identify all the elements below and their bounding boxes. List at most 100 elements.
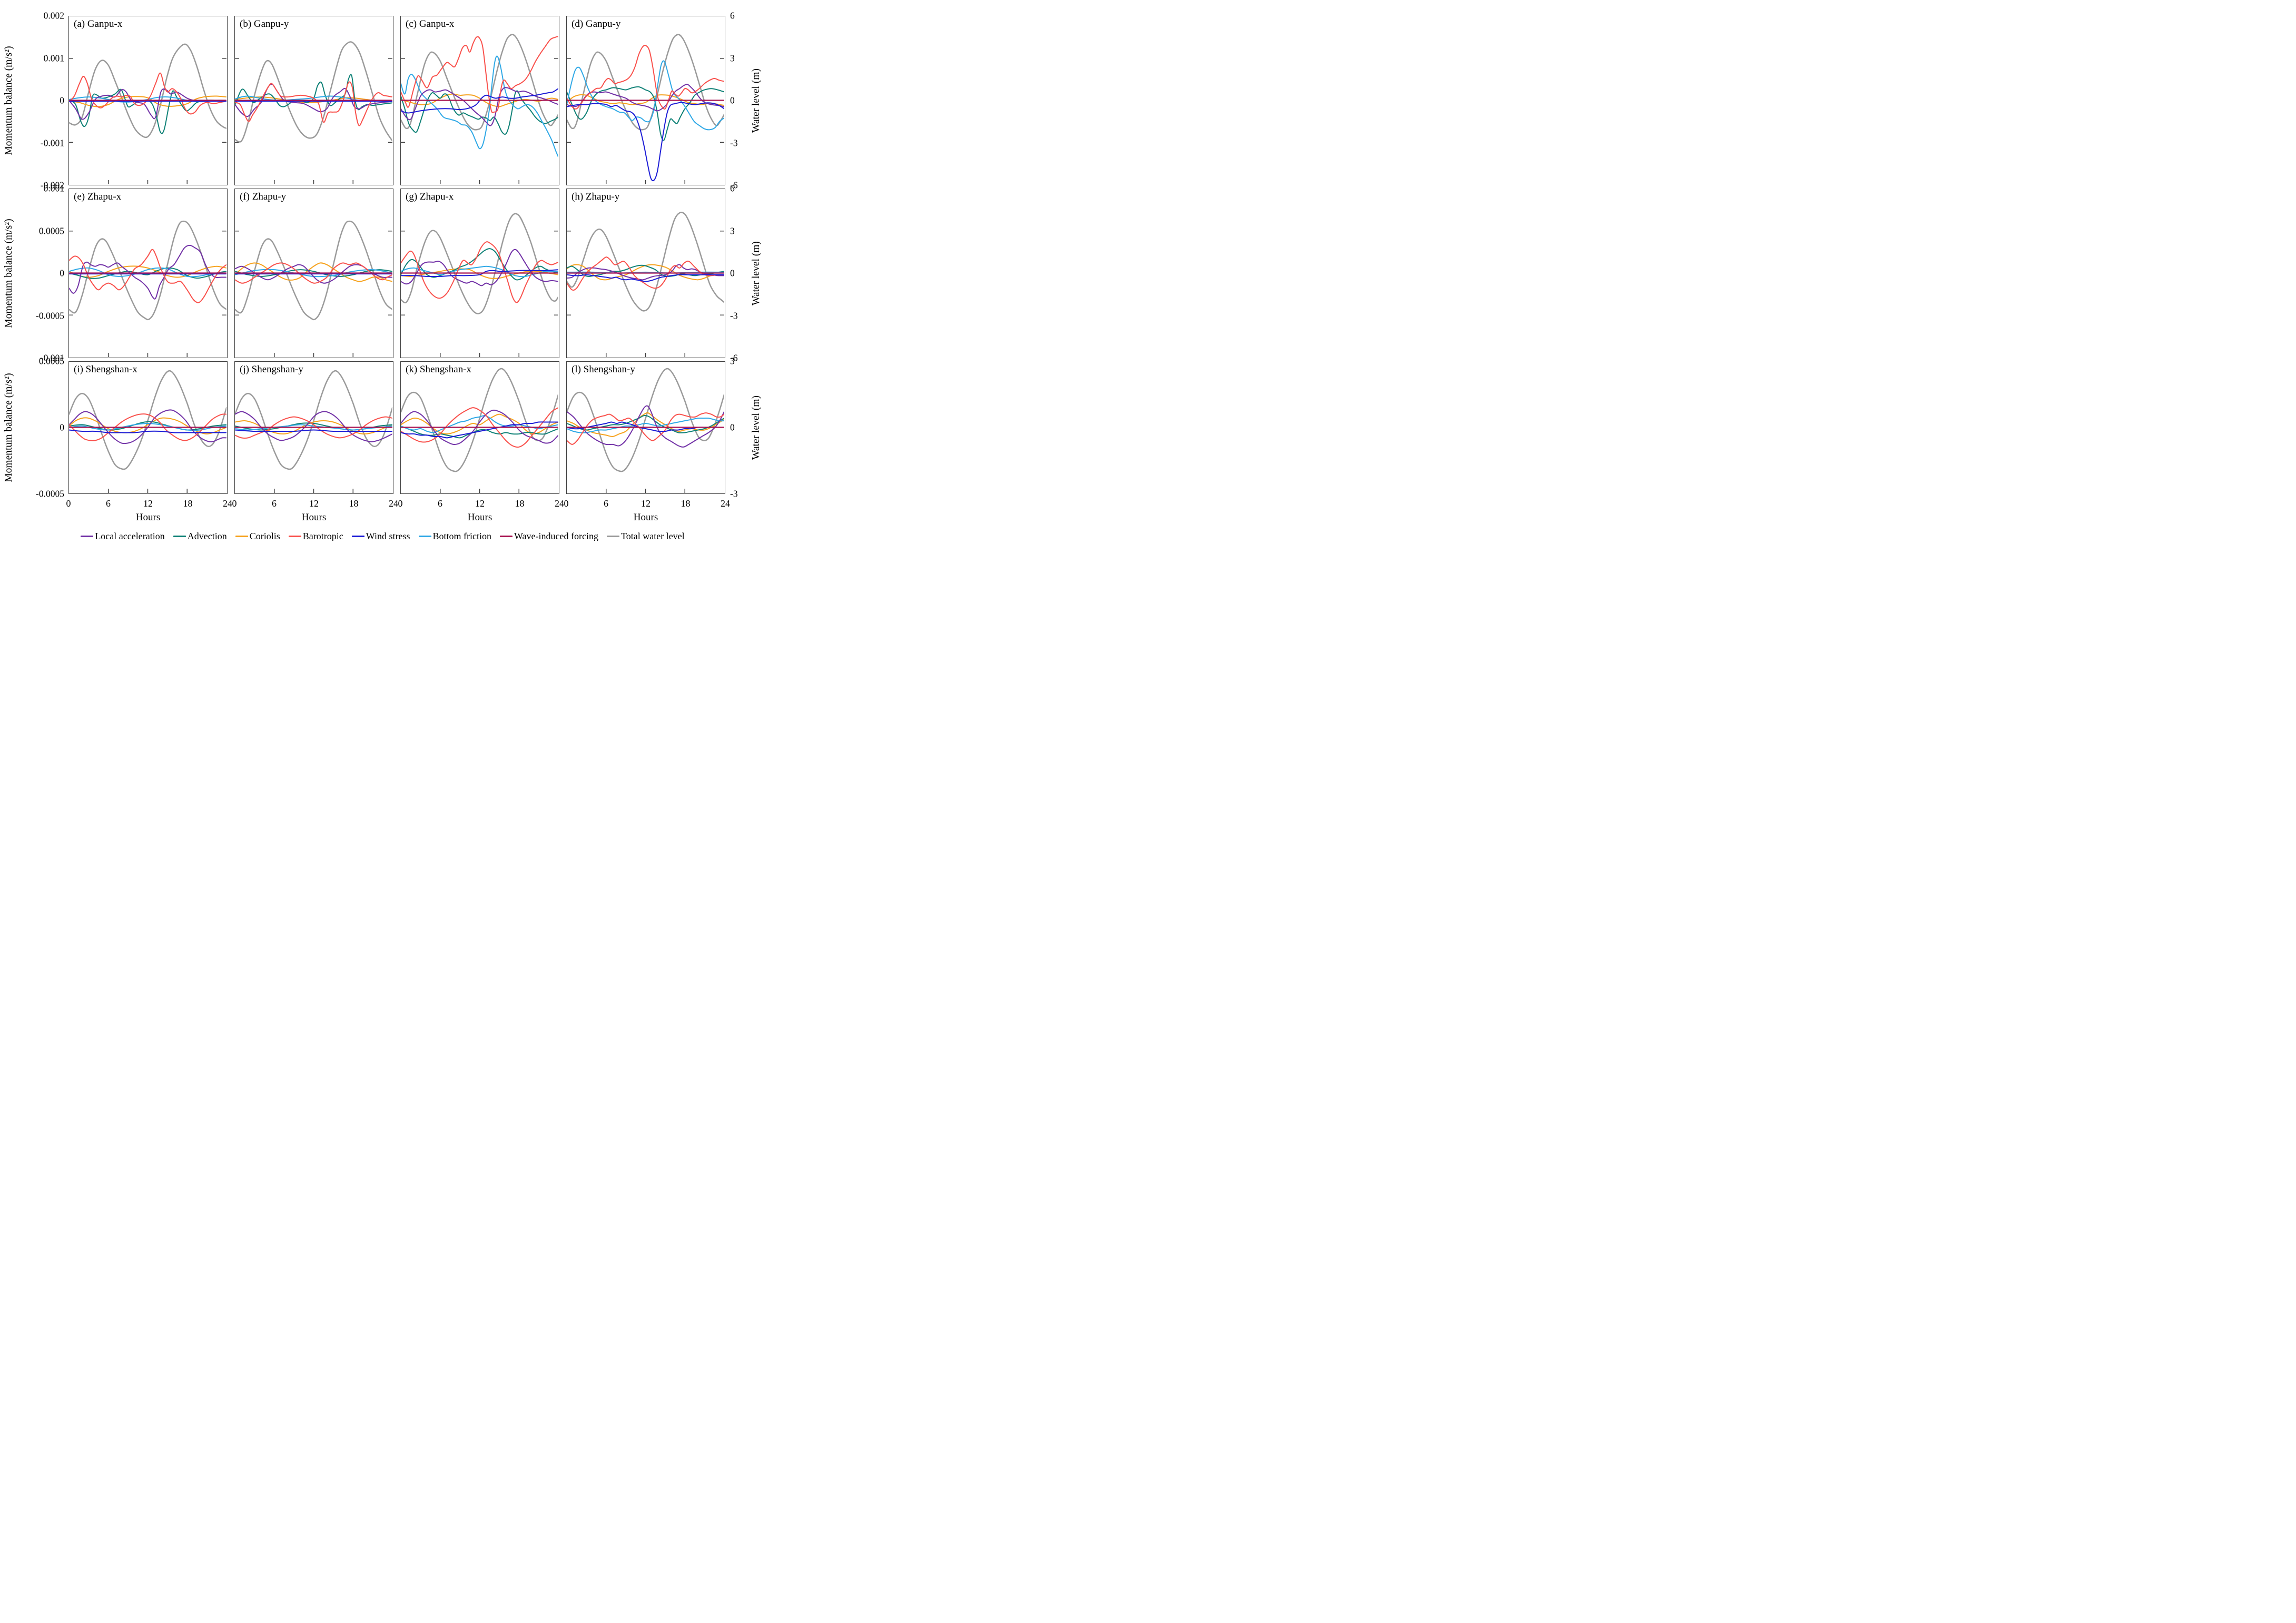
series-line-advection [69,267,226,279]
y-axis-title-left: Momentum balance (m/s²) [3,373,14,482]
panel-title-g: (g) Zhapu-x [406,191,454,202]
series-line-barotropic [567,412,724,445]
panel-plot-area [401,213,558,357]
y-axis-tick-right: 6 [730,10,735,21]
legend-swatch-barotropic-icon [288,535,301,538]
series-line-bottom [69,423,226,431]
legend-label: Bottom friction [432,531,492,541]
legend-swatch-bottom-icon [418,535,431,538]
legend-swatch-advection-icon [173,535,186,538]
x-axis-title: Hours [301,512,327,523]
panel-title-d: (d) Ganpu-y [571,18,621,29]
series-line-local [401,249,558,286]
panel-plot-area [69,43,226,184]
y-axis-tick-left: 0.0005 [38,355,64,367]
legend-label: Total water level [620,531,685,541]
panel-plot-area [69,370,226,493]
legend-swatch-wave-icon [500,535,513,538]
y-axis-tick-right: -3 [730,310,738,321]
series-line-water [235,41,392,143]
panel-title-e: (e) Zhapu-x [74,191,122,202]
x-axis-tick: 0 [398,498,403,509]
panel-d: (d) Ganpu-y [566,16,725,185]
x-axis-tick: 18 [681,498,691,509]
y-axis-tick-left: 0.001 [43,53,64,63]
y-axis-tick-left: 0 [60,422,64,433]
series-line-water [567,212,724,312]
legend-swatch-local-icon [81,535,94,538]
series-line-bottom [567,271,724,274]
x-axis-tick: 18 [349,498,359,509]
x-axis-title: Hours [135,512,161,523]
x-axis-tick: 12 [143,498,153,509]
series-line-local [401,87,558,126]
legend-item-wave: Wave-induced forcing [500,531,598,541]
panel-g: (g) Zhapu-x [400,189,559,358]
x-axis-tick: 0 [564,498,569,509]
panel-plot-area [401,368,558,493]
panel-c: (c) Ganpu-x [400,16,559,185]
legend-label: Coriolis [249,531,280,541]
y-axis-tick-left: 0.002 [43,10,64,21]
series-line-advection [69,88,226,134]
series-line-advection [567,415,724,433]
series-line-water [567,34,724,131]
panel-a: (a) Ganpu-x [68,16,228,185]
x-axis-tick: 6 [272,498,277,509]
panel-title-h: (h) Zhapu-y [571,191,620,202]
panel-e: (e) Zhapu-x [68,189,228,358]
series-line-wind [401,88,558,114]
legend-label: Local acceleration [95,531,165,541]
series-line-barotropic [235,81,392,126]
x-axis-tick: 24 [223,498,232,509]
momentum-balance-figure: 0.002 0.001 0 -0.001 -0.002 6 3 0 -3 -6 Momentum b… [0,0,765,541]
x-axis-tick: 6 [604,498,608,509]
x-axis-tick: 12 [309,498,319,509]
series-line-barotropic [69,413,226,441]
panel-j: (j) Shengshan-y [234,361,393,494]
series-line-bottom [401,55,558,158]
y-axis-tick-right: -3 [730,137,738,148]
y-axis-tick-left: -0.002 [40,180,64,191]
series-line-advection [567,86,724,141]
legend: Local acceleration Advection Coriolis Barot… [0,531,765,541]
panel-title-b: (b) Ganpu-y [240,18,289,29]
y-axis-title-left: Momentum balance (m/s²) [3,219,14,328]
panel-title-l: (l) Shengshan-y [571,364,635,375]
legend-item-barotropic: Barotropic [288,531,343,541]
panel-plot-area [567,34,724,184]
y-axis-tick-left: -0.0005 [36,488,64,499]
series-line-barotropic [401,36,558,113]
legend-swatch-wind-icon [351,535,364,538]
y-axis-tick-left: 0.001 [43,183,64,194]
y-axis-tick-left: 0 [60,95,64,106]
panel-title-i: (i) Shengshan-x [74,364,137,375]
y-axis-tick-right: -3 [730,488,738,499]
legend-item-local: Local acceleration [81,531,165,541]
x-axis-tick: 12 [475,498,485,509]
legend-label: Wind stress [366,531,410,541]
series-line-barotropic [235,416,392,439]
series-line-coriolis [69,265,226,278]
panel-plot-area [401,34,558,184]
legend-label: Wave-induced forcing [514,531,598,541]
series-line-barotropic [401,407,558,448]
x-axis-tick: 24 [555,498,564,509]
panel-b: (b) Ganpu-y [234,16,393,185]
series-line-local [69,244,226,300]
x-axis-tick: 18 [183,498,193,509]
series-line-wind [567,102,724,182]
series-line-barotropic [401,241,558,303]
series-line-bottom [567,417,724,433]
series-line-coriolis [69,95,226,107]
series-line-water [401,368,558,472]
legend-swatch-water-icon [606,535,619,538]
series-line-bottom [401,265,558,278]
x-axis-tick: 24 [389,498,398,509]
y-axis-tick-right: -6 [730,352,738,363]
series-line-water [567,368,724,472]
y-axis-tick-right: -6 [730,180,738,191]
legend-label: Advection [187,531,227,541]
x-axis-tick: 6 [438,498,442,509]
x-axis-title: Hours [467,512,492,523]
